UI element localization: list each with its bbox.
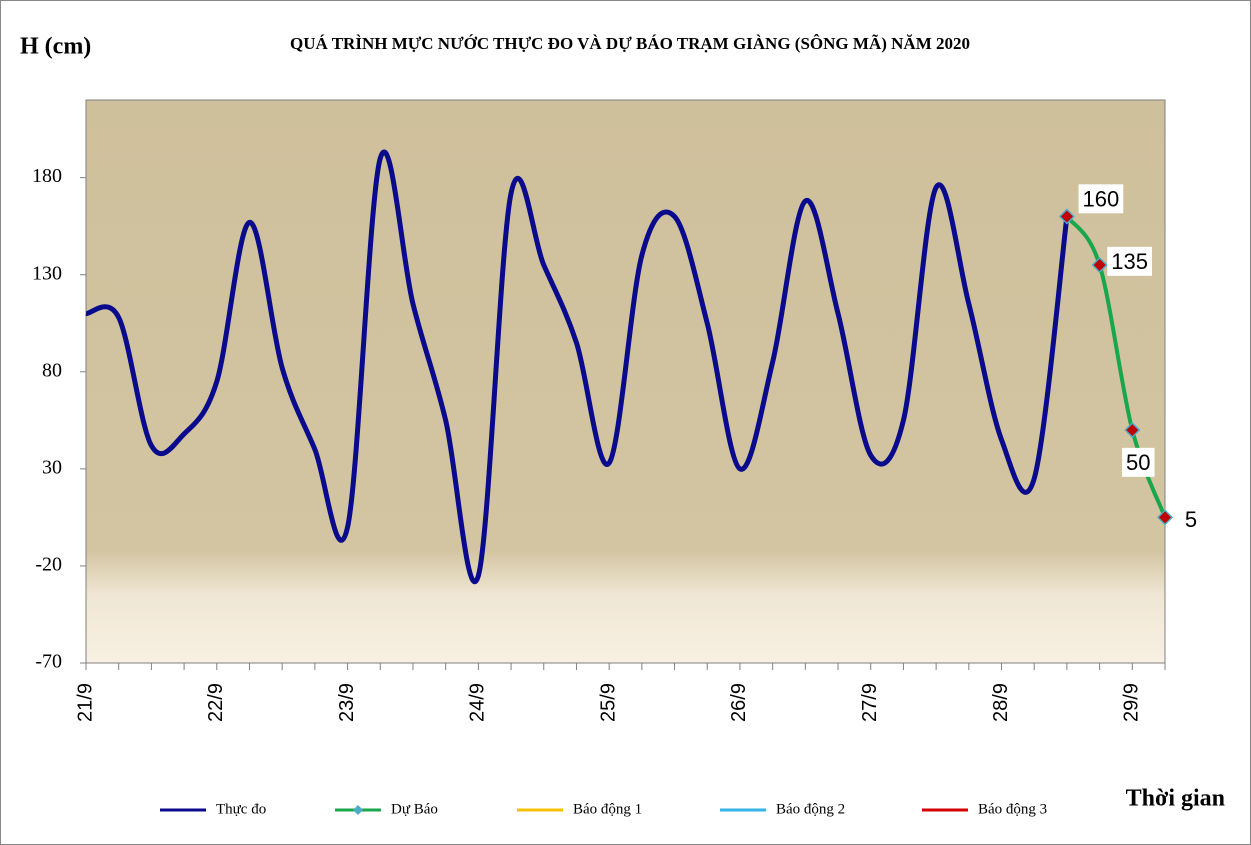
data-label-box: [1107, 246, 1152, 276]
x-tick-label: 23/9: [336, 683, 358, 722]
data-label-box: [1122, 447, 1155, 477]
y-tick-label: 30: [42, 456, 62, 478]
x-tick-label: 22/9: [205, 683, 227, 722]
y-tick-label: 180: [32, 165, 62, 187]
x-tick-label: 28/9: [990, 683, 1012, 722]
x-tick-label: 29/9: [1121, 683, 1143, 722]
x-tick-label: 25/9: [597, 683, 619, 722]
x-tick-label: 27/9: [859, 683, 881, 722]
x-tick-label: 24/9: [467, 683, 489, 722]
data-label-box: [1180, 505, 1202, 535]
legend-marker: [353, 805, 363, 815]
x-tick-label: 21/9: [74, 683, 96, 722]
point-marker: [1058, 208, 1075, 225]
legend-label: Báo động 2: [776, 801, 845, 817]
point-marker: [1156, 509, 1174, 526]
data-label: 160: [1083, 186, 1120, 211]
legend-label: Thực đo: [216, 801, 266, 817]
y-tick-label: -20: [35, 554, 62, 576]
point-marker: [1091, 256, 1108, 274]
data-label-box: [1078, 184, 1124, 214]
series-line: [85, 149, 1070, 585]
data-label: 5: [1185, 507, 1197, 532]
y-tick-label: 80: [42, 359, 62, 381]
legend-label: Dự Báo: [391, 801, 438, 817]
y-tick-label: -70: [35, 651, 62, 673]
series-line: [1065, 215, 1167, 519]
y-axis-label: H (cm): [20, 34, 91, 60]
x-tick-label: 26/9: [728, 683, 750, 722]
y-tick-label: 130: [32, 262, 62, 284]
point-marker: [1124, 421, 1141, 439]
legend-label: Báo động 1: [573, 801, 642, 817]
data-label: 50: [1126, 450, 1150, 475]
chart-title: QUÁ TRÌNH MỰC NƯỚC THỰC ĐO VÀ DỰ BÁO TRẠ…: [290, 34, 970, 53]
x-axis-label: Thời gian: [1126, 786, 1225, 812]
data-label: 135: [1111, 249, 1148, 274]
legend-label: Báo động 3: [978, 801, 1047, 817]
